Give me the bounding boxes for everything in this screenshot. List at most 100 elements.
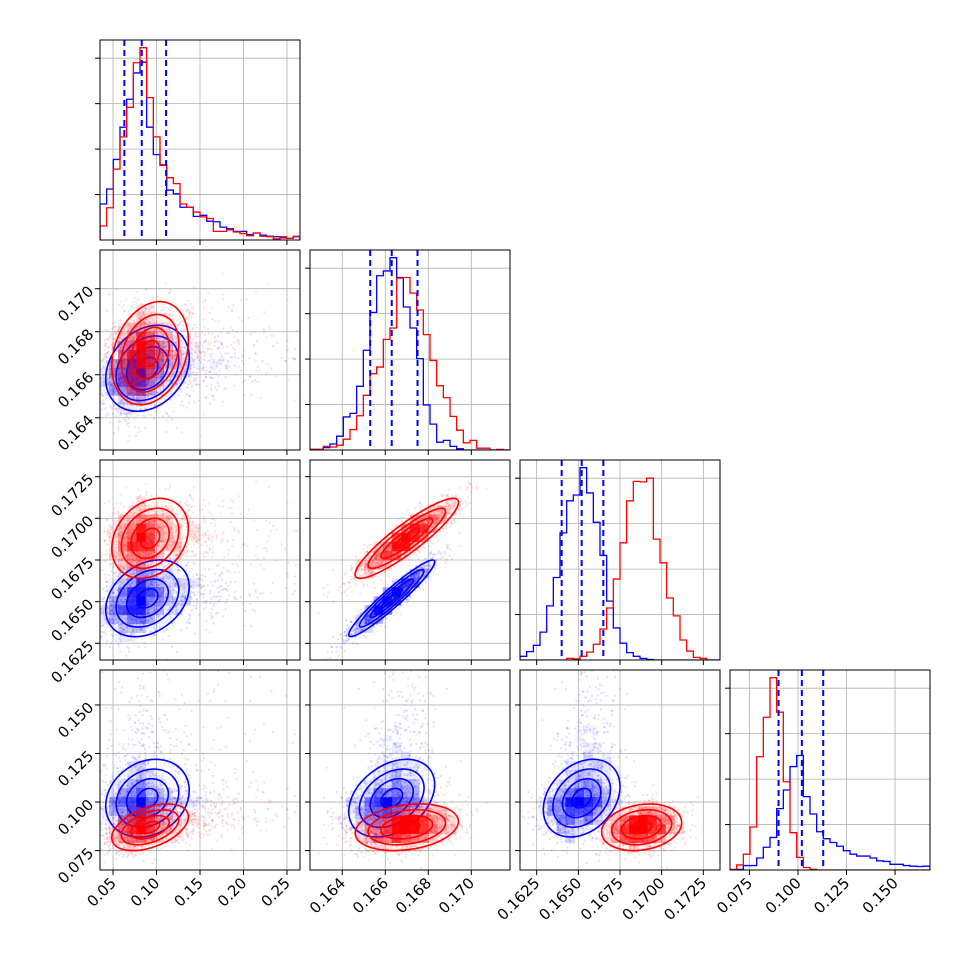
sample-point bbox=[201, 534, 204, 537]
sample-point bbox=[158, 358, 161, 361]
sample-point bbox=[136, 401, 139, 404]
sample-point bbox=[188, 494, 191, 497]
sample-point bbox=[174, 554, 177, 557]
sample-point bbox=[212, 361, 215, 364]
sample-point bbox=[111, 389, 114, 392]
density-cell-blue bbox=[181, 359, 192, 369]
sample-point bbox=[207, 341, 210, 344]
sample-point bbox=[180, 603, 183, 606]
sample-point bbox=[122, 569, 125, 572]
sample-point bbox=[125, 625, 128, 628]
sample-point bbox=[128, 411, 131, 414]
sample-point bbox=[224, 352, 227, 355]
sample-point bbox=[104, 328, 107, 331]
sample-point bbox=[128, 339, 131, 342]
sample-point bbox=[233, 526, 236, 530]
sample-point bbox=[176, 382, 179, 385]
sample-point bbox=[92, 413, 94, 415]
sample-point bbox=[120, 525, 123, 528]
sample-point bbox=[192, 363, 195, 366]
sample-point bbox=[132, 627, 135, 630]
sample-point bbox=[133, 376, 137, 379]
sample-point bbox=[114, 332, 117, 335]
sample-point bbox=[146, 608, 149, 611]
sample-point bbox=[122, 409, 125, 412]
sample-point bbox=[175, 554, 178, 557]
sample-point bbox=[185, 500, 189, 503]
sample-point bbox=[159, 526, 162, 529]
sample-point bbox=[141, 379, 144, 382]
sample-point bbox=[118, 638, 122, 641]
sample-point bbox=[168, 596, 171, 599]
sample-point bbox=[178, 362, 181, 365]
sample-point bbox=[157, 615, 160, 618]
sample-point bbox=[201, 368, 205, 371]
sample-point bbox=[155, 348, 158, 351]
sample-point bbox=[149, 385, 152, 388]
sample-point bbox=[133, 510, 136, 514]
sample-point bbox=[231, 563, 234, 566]
density-cell-blue bbox=[145, 587, 155, 597]
sample-point bbox=[137, 387, 140, 390]
sample-point bbox=[107, 346, 110, 349]
sample-point bbox=[124, 358, 127, 361]
sample-point bbox=[283, 359, 287, 362]
sample-point bbox=[145, 603, 148, 606]
sample-point bbox=[154, 520, 157, 523]
sample-point bbox=[202, 341, 206, 344]
sample-point bbox=[104, 397, 107, 400]
sample-point bbox=[115, 381, 118, 385]
sample-point bbox=[111, 581, 114, 584]
sample-point bbox=[152, 520, 155, 523]
sample-point bbox=[139, 629, 142, 632]
sample-point bbox=[172, 588, 175, 592]
sample-point bbox=[147, 400, 150, 403]
sample-point bbox=[124, 617, 127, 620]
sample-point bbox=[131, 333, 134, 336]
sample-point bbox=[226, 589, 229, 592]
sample-point bbox=[149, 399, 152, 402]
sample-point bbox=[139, 519, 142, 522]
sample-point bbox=[150, 596, 153, 599]
sample-point bbox=[155, 625, 158, 628]
sample-point bbox=[154, 534, 157, 537]
sample-point bbox=[121, 341, 124, 344]
sample-point bbox=[137, 394, 140, 397]
density-cell-red bbox=[127, 377, 137, 387]
sample-point bbox=[106, 590, 109, 593]
sample-point bbox=[128, 650, 131, 653]
sample-point bbox=[110, 634, 113, 637]
density-cell-red bbox=[172, 331, 183, 342]
sample-point bbox=[126, 390, 129, 393]
sample-point bbox=[194, 332, 197, 335]
sample-point bbox=[146, 582, 149, 585]
sample-point bbox=[178, 388, 181, 391]
sample-point bbox=[171, 337, 174, 340]
sample-point bbox=[195, 604, 198, 607]
sample-point bbox=[219, 595, 223, 598]
sample-point bbox=[153, 627, 156, 630]
sample-point bbox=[184, 596, 187, 599]
sample-point bbox=[144, 427, 147, 430]
sample-point bbox=[150, 598, 153, 601]
sample-point bbox=[166, 511, 169, 515]
sample-point bbox=[262, 557, 265, 560]
sample-point bbox=[145, 386, 148, 389]
sample-point bbox=[247, 316, 250, 320]
sample-point bbox=[129, 389, 132, 392]
sample-point bbox=[145, 575, 148, 578]
sample-point bbox=[145, 368, 149, 371]
sample-point bbox=[149, 414, 152, 417]
sample-point bbox=[134, 581, 137, 584]
sample-point bbox=[286, 501, 289, 504]
sample-point bbox=[226, 367, 229, 370]
sample-point bbox=[127, 329, 130, 332]
sample-point bbox=[159, 309, 163, 312]
sample-point bbox=[105, 360, 108, 363]
sample-point bbox=[307, 378, 309, 380]
sample-point bbox=[222, 566, 225, 569]
sample-point bbox=[162, 597, 165, 600]
sample-point bbox=[121, 602, 124, 605]
sample-point bbox=[127, 377, 130, 380]
sample-point bbox=[209, 402, 212, 405]
